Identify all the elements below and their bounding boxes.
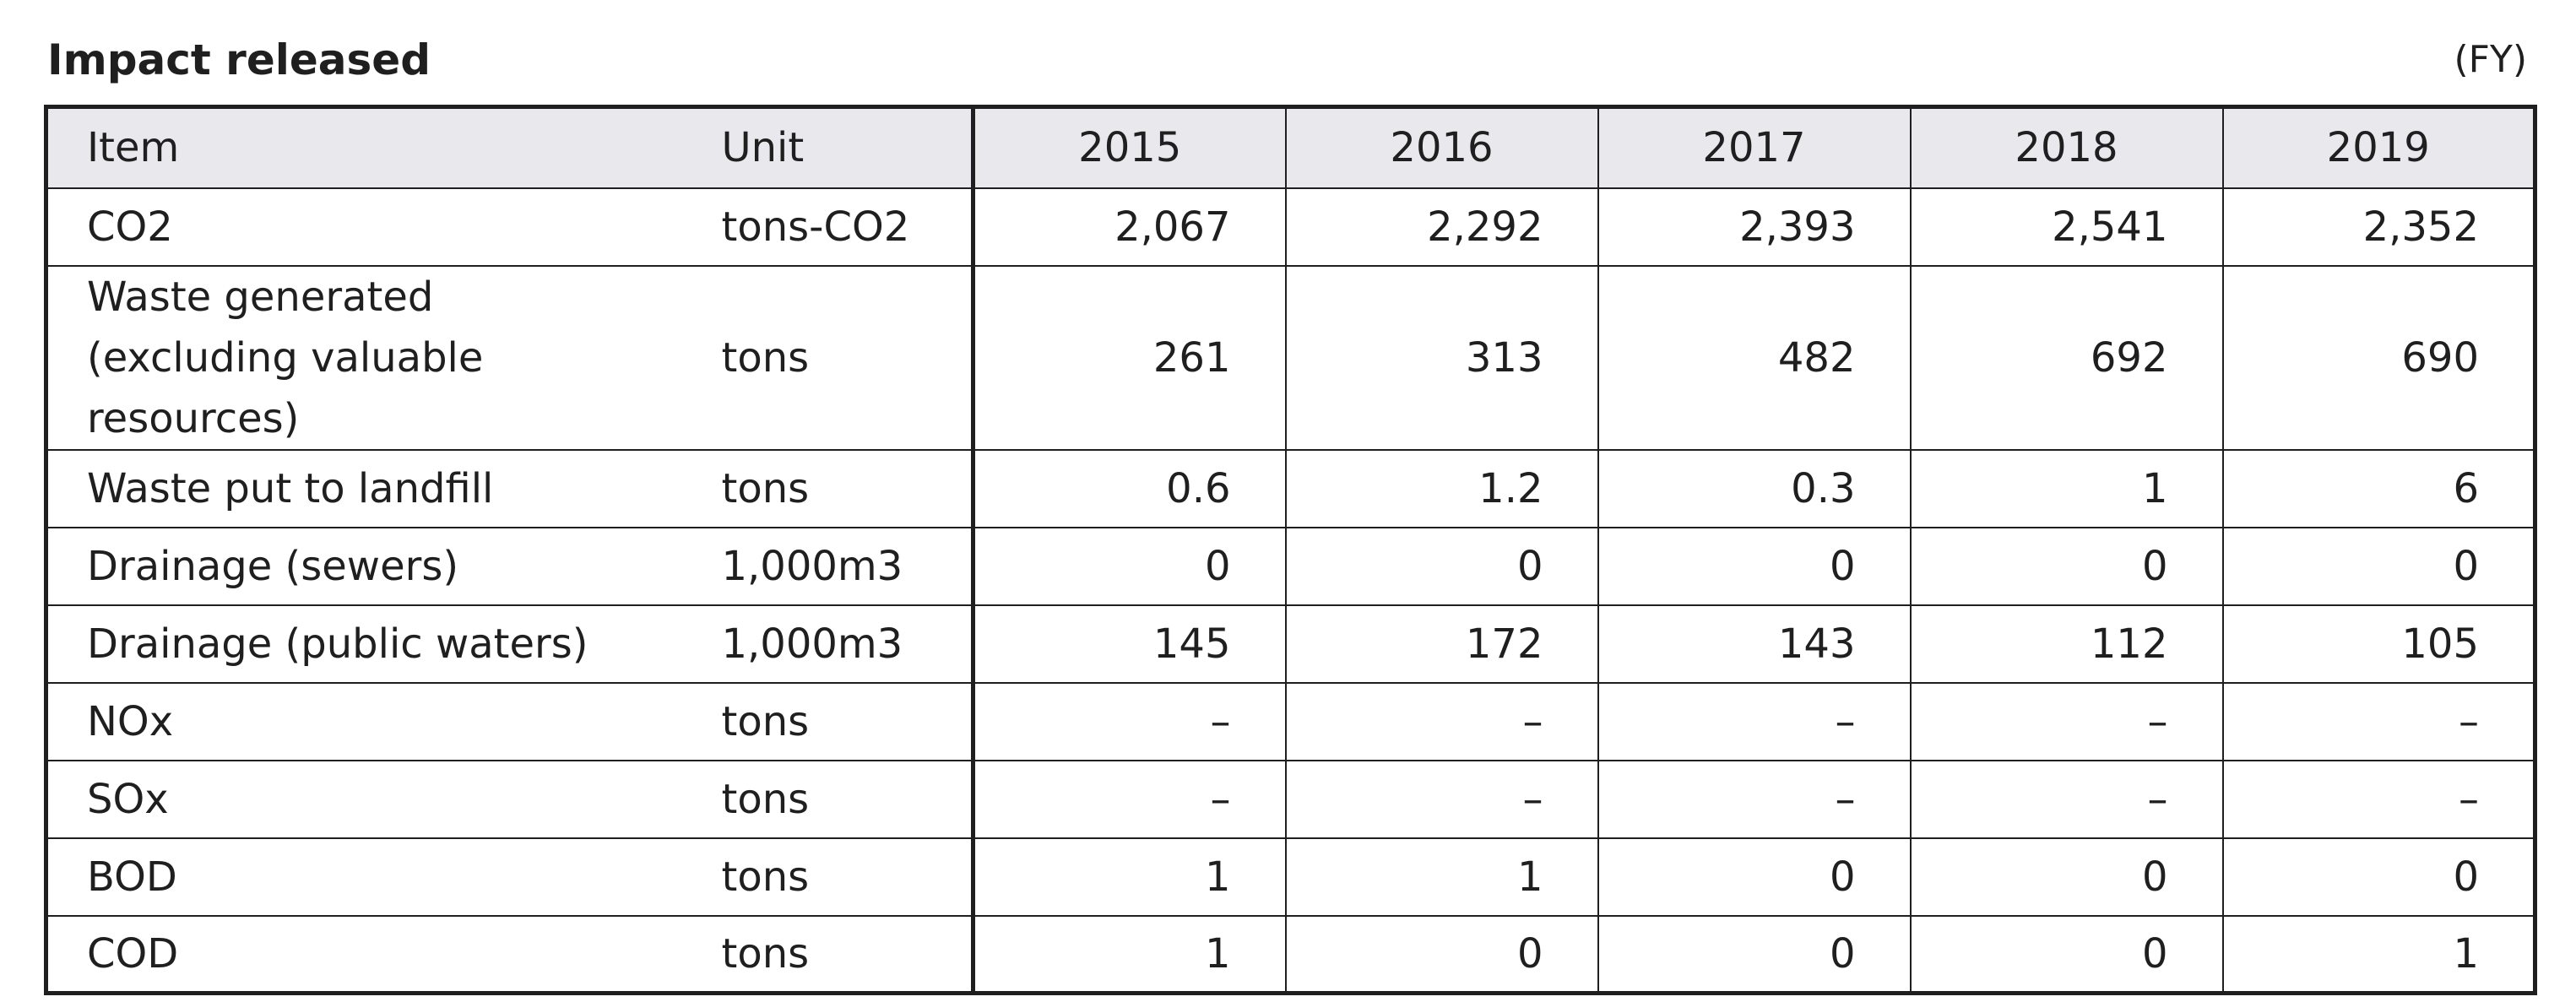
fiscal-year-note: (FY) (2454, 38, 2527, 81)
row-value: – (1597, 681, 1912, 761)
row-item: Drainage (sewers) (44, 526, 705, 606)
row-value: 690 (2221, 264, 2536, 451)
row-value: 2,292 (1284, 187, 1599, 267)
row-value: 0 (1597, 837, 1912, 917)
row-value: 0 (2221, 526, 2536, 606)
row-item: BOD (44, 837, 705, 917)
row-value: 692 (1909, 264, 2224, 451)
row-item: CO2 (44, 187, 705, 267)
row-value: – (972, 759, 1287, 839)
row-value: 2,393 (1597, 187, 1912, 267)
table-row: Waste put to landfill tons 0.6 1.2 0.3 1… (44, 448, 2536, 528)
row-unit: tons (704, 264, 975, 451)
row-value: 0 (1909, 837, 2224, 917)
row-value: 1.2 (1284, 448, 1599, 528)
header-2015: 2015 (972, 106, 1287, 189)
row-unit: tons (704, 837, 975, 917)
row-value: 112 (1909, 604, 2224, 684)
row-value: – (2221, 759, 2536, 839)
row-value: 1 (972, 914, 1287, 994)
row-unit: 1,000m3 (704, 604, 975, 684)
table-row: Waste generated (excluding valuable reso… (44, 264, 2536, 451)
row-value: 0.6 (972, 448, 1287, 528)
row-value: 0 (1597, 526, 1912, 606)
table-title: Impact released (47, 35, 431, 84)
row-item-line: (excluding valuable resources) (87, 333, 484, 442)
table-row: CO2 tons-CO2 2,067 2,292 2,393 2,541 2,3… (44, 187, 2536, 267)
table-row: Drainage (public waters) 1,000m3 145 172… (44, 604, 2536, 684)
row-unit: tons (704, 448, 975, 528)
header-2018: 2018 (1909, 106, 2224, 189)
row-item: Waste put to landfill (44, 448, 705, 528)
header-item: Item (44, 106, 705, 189)
row-value: 0 (1284, 914, 1599, 994)
header-2017: 2017 (1597, 106, 1912, 189)
row-unit: tons (704, 914, 975, 994)
row-value: – (1284, 759, 1599, 839)
row-item: SOx (44, 759, 705, 839)
row-value: 0 (1909, 526, 2224, 606)
row-item: Waste generated (excluding valuable reso… (44, 264, 705, 451)
table-row: SOx tons – – – – – (44, 759, 2536, 839)
table-row: Drainage (sewers) 1,000m3 0 0 0 0 0 (44, 526, 2536, 606)
row-value: 2,541 (1909, 187, 2224, 267)
row-value: – (1284, 681, 1599, 761)
row-value: 261 (972, 264, 1287, 451)
row-value: 1 (1909, 448, 2224, 528)
header-2016: 2016 (1284, 106, 1599, 189)
row-value: 2,067 (972, 187, 1287, 267)
row-value: 0.3 (1597, 448, 1912, 528)
impact-table: Item Unit 2015 2016 2017 2018 2019 CO2 t… (44, 105, 2537, 995)
row-unit: tons-CO2 (704, 187, 975, 267)
row-value: 0 (2221, 837, 2536, 917)
row-value: – (1909, 681, 2224, 761)
table-row: COD tons 1 0 0 0 1 (44, 914, 2536, 994)
row-item-line: Waste generated (87, 273, 434, 321)
row-value: 145 (972, 604, 1287, 684)
row-value: – (2221, 681, 2536, 761)
row-item: NOx (44, 681, 705, 761)
row-value: 313 (1284, 264, 1599, 451)
row-value: 1 (972, 837, 1287, 917)
header-2019: 2019 (2221, 106, 2536, 189)
row-value: – (1909, 759, 2224, 839)
row-item: Drainage (public waters) (44, 604, 705, 684)
row-value: 0 (1597, 914, 1912, 994)
row-value: 6 (2221, 448, 2536, 528)
row-value: 0 (972, 526, 1287, 606)
row-value: 1 (1284, 837, 1599, 917)
row-unit: tons (704, 759, 975, 839)
row-value: – (1597, 759, 1912, 839)
row-value: 2,352 (2221, 187, 2536, 267)
header-unit: Unit (704, 106, 975, 189)
row-value: 172 (1284, 604, 1599, 684)
row-value: 0 (1909, 914, 2224, 994)
row-unit: tons (704, 681, 975, 761)
table-row: BOD tons 1 1 0 0 0 (44, 837, 2536, 917)
row-value: – (972, 681, 1287, 761)
row-value: 105 (2221, 604, 2536, 684)
row-unit: 1,000m3 (704, 526, 975, 606)
row-item: COD (44, 914, 705, 994)
row-value: 143 (1597, 604, 1912, 684)
row-value: 0 (1284, 526, 1599, 606)
table-row: NOx tons – – – – – (44, 681, 2536, 761)
row-value: 482 (1597, 264, 1912, 451)
row-value: 1 (2221, 914, 2536, 994)
table-header-row: Item Unit 2015 2016 2017 2018 2019 (44, 106, 2536, 189)
